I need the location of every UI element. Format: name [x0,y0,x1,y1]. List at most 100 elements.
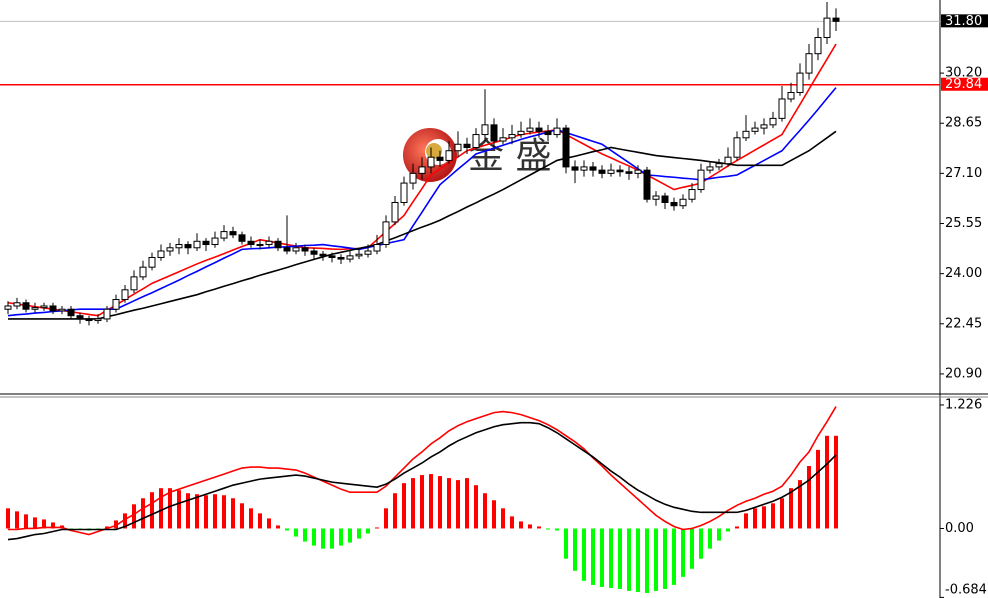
macd-bar [627,528,631,591]
macd-bar [33,517,37,529]
candle-body [166,247,174,252]
macd-bar [816,449,820,529]
candle-body [814,37,822,55]
price-label: 31.80 [945,14,982,29]
macd-bar [717,528,721,541]
candle-body [571,166,579,171]
candle-body [319,253,327,257]
candle-body [49,305,57,312]
candle-body [481,124,489,136]
macd-bar [375,527,379,529]
macd-bar [789,488,793,529]
candle-body [67,308,75,317]
macd-bar [249,508,253,529]
macd-bar [366,528,370,534]
macd-bar [294,528,298,537]
candle-body [742,130,750,139]
candle-body [409,172,417,184]
candle-body [418,166,426,174]
macd-bar [177,490,181,529]
macd-bar [132,504,136,529]
macd-bar [690,528,694,569]
candle-body [121,289,129,301]
macd-bar [753,508,757,529]
y-tick-label: 22.45 [945,316,982,331]
price-label-box [941,14,988,28]
macd-bar [186,493,190,529]
macd-bar [6,508,10,529]
candle-body [787,92,795,100]
macd-bar [762,506,766,529]
candle-body [373,244,381,252]
macd-bar [411,478,415,529]
macd-bar [276,525,280,529]
candle-body [598,169,606,174]
line-series [8,406,837,536]
candle-body [490,124,498,142]
candle-body [535,127,543,132]
macd-bar [834,435,838,529]
y-tick-label: 30.20 [945,66,982,81]
candle-body [256,244,264,247]
macd-bar [357,528,361,539]
candle-body [211,237,219,246]
macd-bar [312,528,316,546]
candle-body [454,143,462,152]
candle-body [103,308,111,320]
candle-body [355,253,363,257]
candle-body [247,240,255,246]
macd-bar [168,488,172,529]
candle-body [832,17,840,22]
candle-body [544,130,552,136]
candle-body [130,276,138,291]
candle-body [310,250,318,255]
macd-bar [744,513,748,529]
macd-bar [159,488,163,529]
candle-body [643,169,651,200]
macd-bar [438,476,442,529]
candle-body [553,127,561,136]
macd-bar [402,483,406,529]
candle-body [22,302,30,310]
candle-body [337,256,345,260]
candle-body [346,255,354,260]
candle-body [751,127,759,132]
candle-body [229,231,237,236]
candle-body [625,171,633,174]
candle-body [697,169,705,191]
macd-bar [258,513,262,529]
macd-bar [708,528,712,549]
macd-bar [573,528,577,571]
macd-bar [492,500,496,529]
macd-bar [114,520,118,529]
candle-body [562,127,570,168]
candle-body [589,166,597,171]
macd-bar [780,498,784,529]
candle-body [526,127,534,132]
macd-bar [303,528,307,542]
candle-body [760,124,768,129]
macd-bar [618,528,622,589]
macd-bar [339,528,343,546]
line-series [7,421,837,541]
macd-bar [195,494,199,529]
candle-body [94,318,102,322]
y-tick-label: 27.10 [945,166,982,181]
candle-body [139,266,147,278]
macd-bar [807,466,811,529]
candle-body [661,195,669,203]
macd-bar [123,513,127,529]
candle-body [463,143,471,148]
macd-bar [240,503,244,529]
macd-bar [645,528,649,593]
y-tick-label: -0.684 [945,583,987,598]
candle-body [517,130,525,136]
candle-body [85,318,93,322]
macd-bar [105,526,109,529]
candle-body [193,240,201,249]
candle-body [283,247,291,252]
candle-body [769,117,777,126]
macd-bar [555,528,559,531]
macd-bar [519,521,523,529]
candle-body [76,315,84,320]
